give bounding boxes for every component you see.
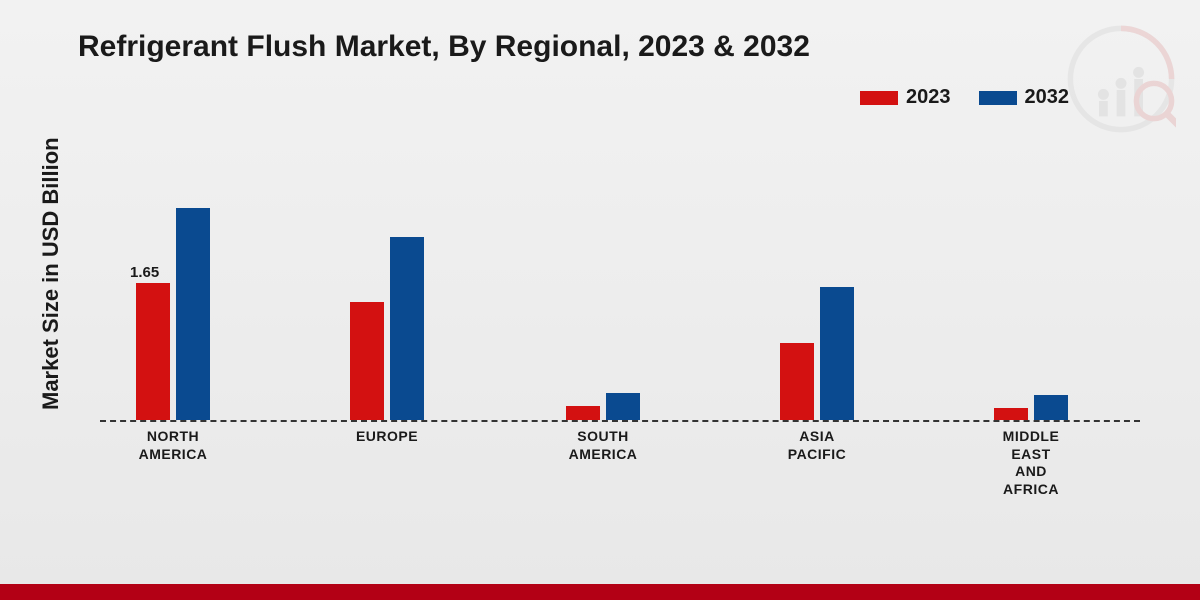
bar-group (566, 393, 640, 420)
plot-area: 1.65 (100, 120, 1140, 420)
bar (780, 343, 814, 420)
footer-accent-bar (0, 584, 1200, 600)
bar-group (350, 237, 424, 420)
bar (176, 208, 210, 421)
x-axis-baseline (100, 420, 1140, 422)
bar (350, 302, 384, 420)
legend-item-2032: 2032 (979, 86, 1070, 109)
legend-label-2023: 2023 (906, 86, 951, 109)
x-axis-category-label: SOUTHAMERICA (543, 428, 663, 463)
bar (994, 408, 1028, 421)
bar-group (136, 208, 210, 421)
y-axis-label: Market Size in USD Billion (38, 137, 64, 410)
bar (606, 393, 640, 420)
legend-item-2023: 2023 (860, 86, 951, 109)
legend-swatch-2032 (979, 91, 1017, 105)
bar-group (994, 395, 1068, 420)
bar-group (780, 287, 854, 420)
x-axis-category-label: MIDDLEEASTANDAFRICA (971, 428, 1091, 498)
x-axis-category-label: ASIAPACIFIC (757, 428, 877, 463)
legend-swatch-2023 (860, 91, 898, 105)
legend-label-2032: 2032 (1025, 86, 1070, 109)
bar-value-label: 1.65 (130, 264, 159, 281)
watermark-logo-icon (1066, 24, 1176, 139)
chart-title: Refrigerant Flush Market, By Regional, 2… (78, 30, 810, 64)
bar (1034, 395, 1068, 420)
x-axis-category-label: EUROPE (327, 428, 447, 446)
bar (136, 283, 170, 421)
x-axis-category-label: NORTHAMERICA (113, 428, 233, 463)
bar (390, 237, 424, 420)
bar (566, 406, 600, 420)
bar (820, 287, 854, 420)
legend: 2023 2032 (860, 86, 1069, 109)
